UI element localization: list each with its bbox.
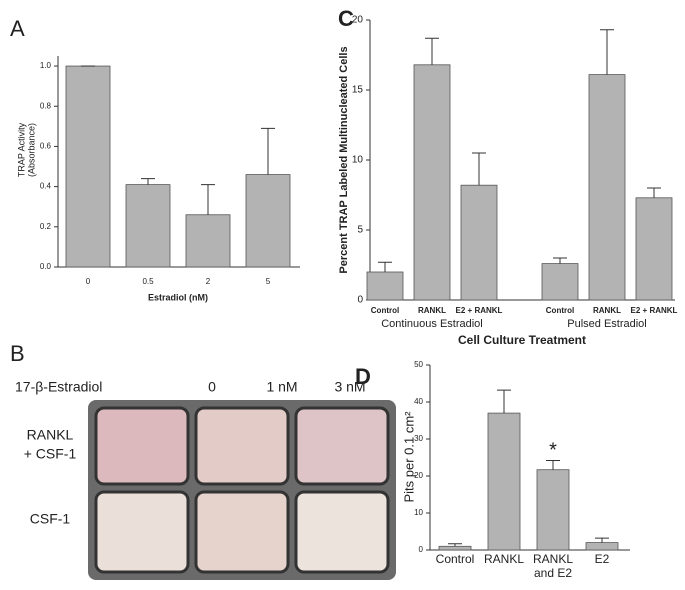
x-tick-label: Control xyxy=(371,306,399,315)
bar xyxy=(245,174,291,268)
bar xyxy=(635,197,673,301)
error-bar xyxy=(595,537,609,543)
bar xyxy=(585,542,619,551)
x-tick-label: E2 + RANKL xyxy=(456,306,503,315)
error-bar xyxy=(600,29,614,75)
error-bar xyxy=(448,543,462,547)
y-axis-label: Percent TRAP Labeled Multinucleated Cell… xyxy=(338,46,350,273)
error-bar xyxy=(141,178,155,185)
y-tick-label: 0.0 xyxy=(40,262,52,271)
y-axis-label: (Absorbance) xyxy=(26,123,36,177)
y-tick-label: 10 xyxy=(414,508,423,517)
bar xyxy=(413,64,451,301)
y-tick-label: 20 xyxy=(352,15,364,26)
error-bar xyxy=(472,152,486,186)
error-bar xyxy=(201,184,215,215)
bar xyxy=(541,263,579,301)
bar xyxy=(185,214,231,268)
y-tick-label: 40 xyxy=(414,397,423,406)
bar xyxy=(125,184,171,268)
x-tick-label: Control xyxy=(546,306,574,315)
error-bar xyxy=(425,37,439,65)
y-tick-label: 20 xyxy=(414,471,423,480)
y-tick-label: 0.8 xyxy=(40,101,52,110)
y-tick-label: 50 xyxy=(414,360,423,369)
error-bar xyxy=(261,127,275,175)
bar xyxy=(460,184,498,301)
error-bar xyxy=(378,261,392,272)
y-tick-label: 0 xyxy=(357,295,363,306)
y-tick-label: 0.6 xyxy=(40,142,52,151)
column-label: 3 nM xyxy=(334,379,365,395)
error-bar xyxy=(497,389,511,414)
x-tick-label: RANKL xyxy=(484,552,524,566)
bar xyxy=(536,469,570,551)
x-tick-label: 0 xyxy=(86,277,91,286)
column-label: 0 xyxy=(208,379,216,395)
panel-label: B xyxy=(10,341,25,366)
row-label: RANKL xyxy=(27,427,74,443)
x-tick-label: RANKL xyxy=(593,306,621,315)
y-tick-label: 5 xyxy=(357,225,363,236)
y-tick-label: 0.2 xyxy=(40,222,52,231)
error-bar xyxy=(647,187,661,198)
panel-label: C xyxy=(338,6,354,31)
y-tick-label: 15 xyxy=(352,85,364,96)
wells xyxy=(94,406,390,574)
group-label: Continuous Estradiol xyxy=(381,318,483,330)
y-tick-label: 0.4 xyxy=(40,182,52,191)
row-label: + CSF-1 xyxy=(24,446,77,462)
x-axis-label: Estradiol (nM) xyxy=(148,292,208,302)
panel-label: A xyxy=(10,16,25,41)
bar xyxy=(438,545,472,551)
panel-label: D xyxy=(355,364,371,389)
group-label: Pulsed Estradiol xyxy=(567,318,647,330)
row-label: CSF-1 xyxy=(30,511,71,527)
x-tick-label: E2 + RANKL xyxy=(631,306,678,315)
x-tick-label: and E2 xyxy=(534,566,572,580)
x-tick-label: 0.5 xyxy=(142,277,154,286)
x-tick-label: 5 xyxy=(266,277,271,286)
x-tick-label: RANKL xyxy=(418,306,446,315)
x-tick-label: E2 xyxy=(595,552,610,566)
y-axis-label: TRAP Activity xyxy=(16,122,26,177)
error-bar xyxy=(553,257,567,264)
x-tick-label: 2 xyxy=(206,277,211,286)
x-tick-label: Control xyxy=(436,552,475,566)
y-tick-label: 10 xyxy=(352,155,364,166)
row-header: 17-β-Estradiol xyxy=(15,379,102,395)
y-tick-label: 0 xyxy=(419,545,424,554)
bar xyxy=(588,74,626,301)
bar xyxy=(366,271,404,301)
error-bar xyxy=(546,459,560,470)
annotation: * xyxy=(549,440,557,462)
x-axis-label: Cell Culture Treatment xyxy=(458,333,586,347)
y-tick-label: 30 xyxy=(414,434,423,443)
x-tick-label: RANKL xyxy=(533,552,573,566)
bar xyxy=(65,65,111,268)
bar xyxy=(487,412,521,551)
y-tick-label: 1.0 xyxy=(40,61,52,70)
column-label: 1 nM xyxy=(266,379,297,395)
y-axis-label: Pits per 0.1 cm² xyxy=(401,411,416,503)
